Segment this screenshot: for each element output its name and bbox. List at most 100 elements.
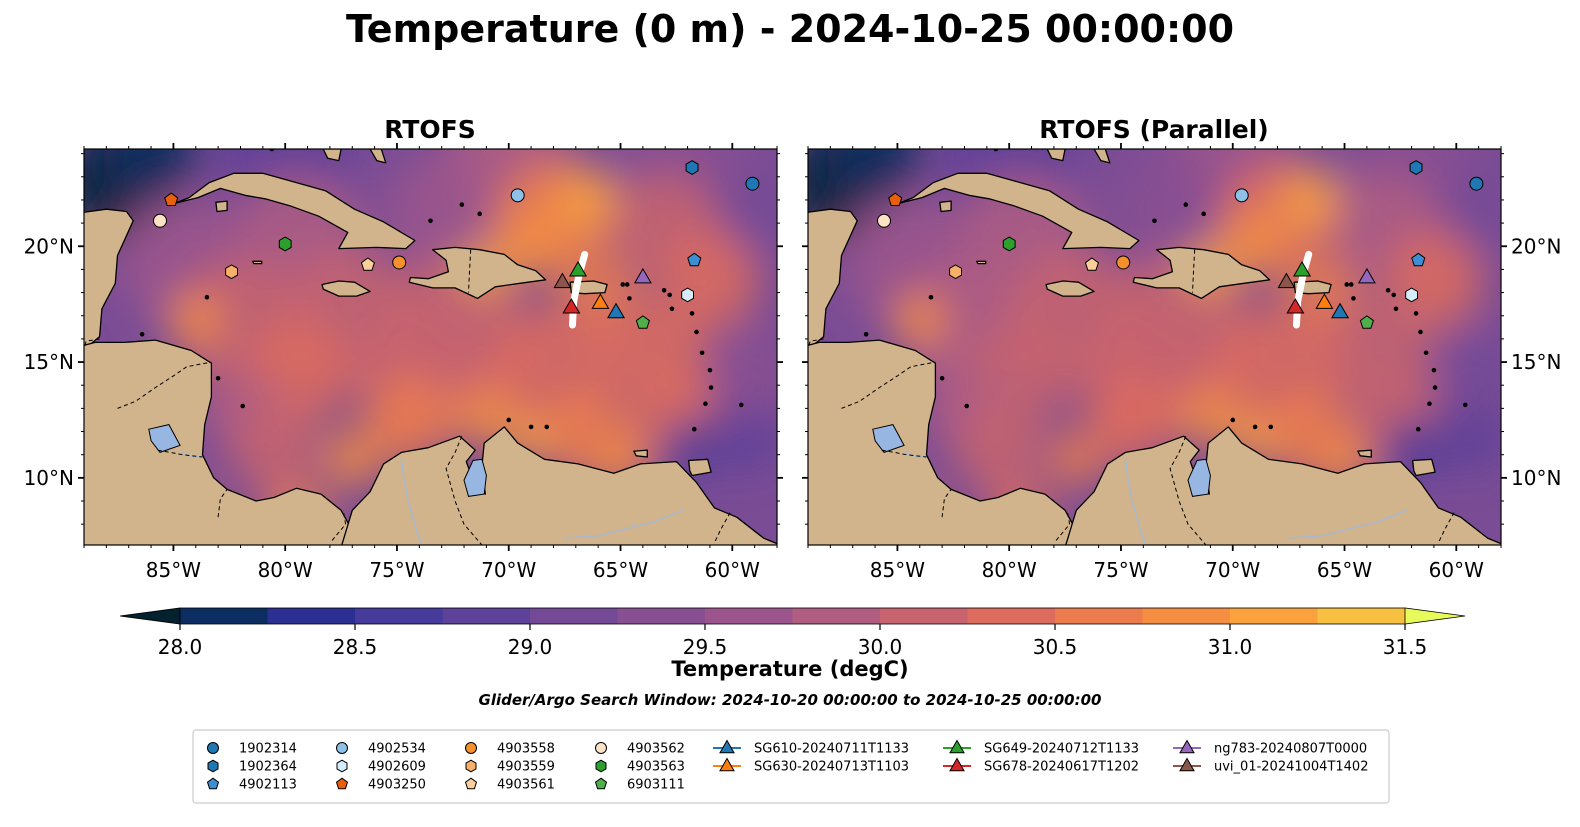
legend: 1902314 1902364 4902113 4902534 4902609 49032… xyxy=(192,729,1390,804)
border-layer xyxy=(84,249,731,545)
island xyxy=(1431,367,1437,373)
float-marker xyxy=(1359,315,1374,329)
colorbar-segment xyxy=(267,608,356,624)
temperature-patch xyxy=(1279,168,1343,232)
float-marker xyxy=(1116,255,1131,270)
float-marker xyxy=(164,192,179,206)
legend-label: 4903558 xyxy=(497,742,555,757)
island xyxy=(1462,402,1468,408)
colorbar-tick-label: 31.5 xyxy=(1383,635,1428,659)
colorbar-segment xyxy=(705,608,793,624)
legend-entry-float: 4902534 xyxy=(336,742,426,757)
island xyxy=(477,211,482,217)
colorbar-tick-label: 28.0 xyxy=(158,635,203,659)
legend-marker xyxy=(207,742,219,754)
legend-label: 4902113 xyxy=(239,778,297,793)
country-border xyxy=(881,449,927,458)
lon-tick-label: 75°W xyxy=(1093,558,1148,582)
legend-entry-float: 4903558 xyxy=(465,742,555,757)
glider-markers xyxy=(553,260,652,319)
country-border xyxy=(713,512,731,543)
temperature-patch xyxy=(825,149,925,203)
legend-label: 4903561 xyxy=(497,778,555,793)
river xyxy=(564,509,684,539)
lon-tick-label: 75°W xyxy=(369,558,424,582)
legend-marker xyxy=(949,739,965,754)
island xyxy=(703,401,708,407)
legend-label: 4902609 xyxy=(368,760,426,775)
float-marker xyxy=(1405,287,1418,303)
legend-entry-glider: uvi_01-20241004T1402 xyxy=(1173,757,1368,775)
land-hispaniola xyxy=(408,246,547,300)
glider-marker xyxy=(591,293,610,309)
island xyxy=(708,385,714,390)
float-marker xyxy=(1469,176,1484,191)
temperature-patch xyxy=(168,293,223,348)
glider-markers xyxy=(1277,260,1376,319)
colorbar-extend-low xyxy=(119,607,181,625)
legend-label: 6903111 xyxy=(627,778,685,793)
glider-marker xyxy=(553,272,572,289)
glider-marker xyxy=(562,298,581,314)
island xyxy=(459,202,465,207)
axis-ticks: 85°W 80°W 75°W 70°W 65°W 60°W 10°N 15°N 20°N xyxy=(24,143,783,582)
colorbar: 28.0 28.5 29.0 29.5 30.0 30.5 31.0 31.5 xyxy=(119,607,1466,659)
colorbar-tick-label: 30.0 xyxy=(858,635,903,659)
map-panel-rtofs: 85°W 80°W 75°W 70°W 65°W 60°W 10°N 15°N 20°N xyxy=(24,143,783,582)
colorbar-segment xyxy=(617,608,706,624)
land-margarita xyxy=(1357,449,1372,458)
panel-title-left: RTOFS xyxy=(384,115,476,144)
legend-entry-float: 4903559 xyxy=(465,760,555,775)
temperature-patch xyxy=(323,430,382,489)
island xyxy=(620,282,626,287)
legend-label: SG649-20240712T1133 xyxy=(984,742,1139,757)
float-marker xyxy=(681,287,694,303)
float-marker xyxy=(745,176,760,191)
island xyxy=(204,294,210,300)
legend-entry-glider: SG649-20240712T1133 xyxy=(943,739,1139,757)
lat-tick-label: 10°N xyxy=(24,466,74,490)
float-marker xyxy=(1409,160,1423,175)
colorbar-segment xyxy=(442,608,531,624)
glider-marker xyxy=(569,260,588,277)
colorbar-segment xyxy=(180,608,268,624)
land-trinidad xyxy=(1412,458,1436,477)
lat-tick-label: 15°N xyxy=(1511,350,1561,374)
temperature-patch xyxy=(363,375,453,465)
lon-tick-label: 65°W xyxy=(1317,558,1372,582)
island xyxy=(139,331,145,337)
glider-marker xyxy=(1277,272,1296,289)
island xyxy=(627,296,632,301)
legend-label: 4903559 xyxy=(497,760,555,775)
lake-nicaragua xyxy=(148,424,181,453)
land-margarita xyxy=(633,449,648,458)
legend-marker xyxy=(595,759,607,773)
legend-marker xyxy=(206,777,220,790)
glider-marker xyxy=(1293,260,1312,277)
temperature-patch xyxy=(1087,375,1177,465)
temperature-patch xyxy=(1109,153,1222,266)
island xyxy=(863,331,869,337)
float-marker xyxy=(1411,252,1426,267)
legend-entry-float: 1902364 xyxy=(207,760,297,775)
land-hispaniola xyxy=(1132,246,1271,300)
lon-tick-label: 80°W xyxy=(258,558,313,582)
axis-ticks: 85°W 80°W 75°W 70°W 65°W 60°W 10°N 15°N 20°N xyxy=(802,143,1561,582)
land-grand-cayman xyxy=(252,260,263,265)
glider-marker xyxy=(633,267,652,284)
float-marker xyxy=(392,255,407,270)
panel-title-right: RTOFS (Parallel) xyxy=(1039,115,1268,144)
colorbar-tick-label: 31.0 xyxy=(1208,635,1253,659)
land-isla-juventud xyxy=(215,200,228,213)
land-bahamas1 xyxy=(1046,149,1066,162)
temperature-patch xyxy=(1047,430,1106,489)
temperature-patch xyxy=(1221,208,1289,276)
island xyxy=(506,417,512,423)
map-frame xyxy=(83,148,778,546)
legend-entry-float: 1902314 xyxy=(207,742,297,757)
colorbar-segment xyxy=(1317,608,1406,624)
land-bahamas1 xyxy=(322,149,342,162)
legend-marker xyxy=(336,742,348,754)
country-border xyxy=(445,436,483,545)
island xyxy=(1201,211,1206,217)
